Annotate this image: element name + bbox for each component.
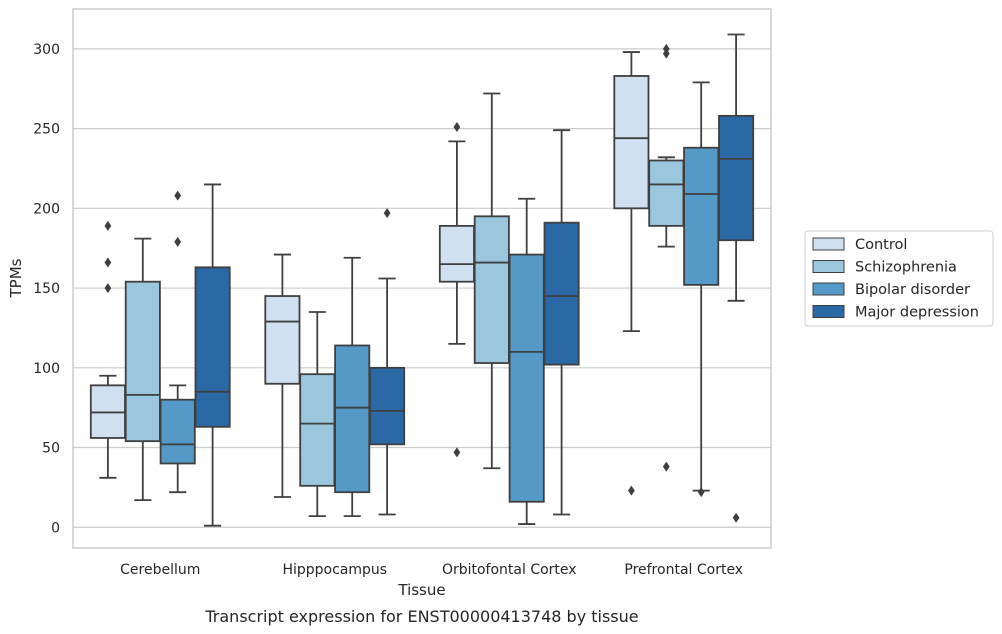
box bbox=[369, 366, 406, 446]
outlier-point bbox=[732, 512, 740, 523]
legend-swatch bbox=[812, 260, 845, 273]
x-tick-label: Prefrontal Cortex bbox=[624, 562, 743, 578]
outlier-point bbox=[662, 43, 670, 54]
box-group bbox=[508, 197, 545, 525]
box bbox=[508, 253, 545, 503]
box bbox=[473, 215, 510, 364]
box-group bbox=[718, 33, 755, 523]
box bbox=[718, 114, 755, 242]
y-tick-labels: 0 50 100 150 200 250 300 bbox=[33, 42, 60, 536]
outlier-point bbox=[174, 190, 182, 201]
outlier-point bbox=[628, 485, 635, 496]
box-group bbox=[89, 220, 126, 479]
box-group bbox=[194, 183, 231, 527]
chart-caption: Transcript expression for ENST0000041374… bbox=[204, 607, 638, 626]
x-tick-label: Cerebellum bbox=[120, 562, 200, 578]
outlier-point bbox=[104, 220, 112, 231]
box bbox=[264, 295, 301, 385]
legend-swatch bbox=[812, 282, 845, 296]
x-tick-label: Hipppocampus bbox=[282, 562, 387, 578]
legend: Control Schizophrenia Bipolar disorder Majo… bbox=[804, 230, 994, 327]
box-group bbox=[299, 311, 336, 518]
box bbox=[334, 344, 371, 494]
outlier-point bbox=[104, 257, 112, 268]
y-tick-label: 200 bbox=[33, 201, 60, 217]
box bbox=[613, 75, 650, 210]
legend-label: Control bbox=[855, 237, 907, 253]
box bbox=[648, 159, 685, 227]
y-axis-label: TPMs bbox=[7, 258, 25, 298]
box-group bbox=[473, 92, 510, 470]
box-group bbox=[334, 256, 371, 518]
box-group bbox=[648, 43, 685, 472]
y-tick-label: 50 bbox=[42, 441, 60, 457]
outlier-point bbox=[383, 208, 391, 219]
outlier-point bbox=[662, 461, 670, 472]
legend-label: Schizophrenia bbox=[855, 260, 957, 276]
legend-frame bbox=[804, 230, 994, 327]
box bbox=[543, 221, 580, 366]
outlier-point bbox=[453, 122, 461, 133]
legend-swatch bbox=[812, 305, 845, 318]
box-group bbox=[369, 208, 406, 516]
y-tick-label: 0 bbox=[51, 520, 60, 536]
box-layer bbox=[89, 33, 755, 527]
y-tick-label: 250 bbox=[33, 122, 60, 138]
y-tick-label: 300 bbox=[33, 42, 60, 58]
legend-label: Bipolar disorder bbox=[855, 282, 970, 298]
legend-swatch bbox=[812, 237, 845, 251]
box bbox=[124, 280, 161, 443]
outlier-point bbox=[174, 236, 182, 247]
box bbox=[159, 398, 196, 465]
box bbox=[299, 373, 336, 487]
outlier-point bbox=[453, 447, 461, 458]
legend-label: Major depression bbox=[855, 305, 979, 321]
box-group bbox=[543, 129, 580, 516]
box-group bbox=[438, 122, 475, 458]
outlier-point bbox=[104, 283, 112, 294]
box-group bbox=[683, 81, 720, 498]
x-tick-labels: Cerebellum Hipppocampus Orbitofontal Corte… bbox=[120, 562, 743, 578]
box bbox=[683, 146, 720, 286]
box-group bbox=[124, 237, 161, 502]
box-group bbox=[264, 253, 301, 498]
x-tick-label: Orbitofontal Cortex bbox=[442, 562, 577, 578]
outlier-point bbox=[697, 487, 705, 498]
box bbox=[194, 266, 231, 428]
plot-frame bbox=[72, 8, 772, 549]
box-group bbox=[613, 51, 650, 496]
x-axis-label: Tissue bbox=[397, 581, 445, 599]
y-tick-label: 100 bbox=[33, 361, 60, 377]
box bbox=[438, 224, 475, 283]
y-tick-label: 150 bbox=[33, 281, 60, 297]
box-group bbox=[159, 190, 196, 494]
